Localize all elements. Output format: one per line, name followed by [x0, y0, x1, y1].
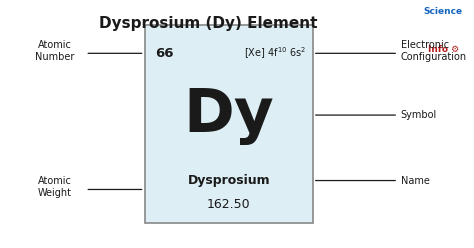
Text: 162.50: 162.50 [207, 198, 251, 211]
Text: 66: 66 [155, 47, 173, 60]
Bar [145, 25, 313, 223]
Text: Symbol: Symbol [401, 110, 437, 120]
Text: Dy: Dy [183, 86, 274, 145]
Text: Dysprosium (Dy) Element: Dysprosium (Dy) Element [100, 16, 318, 31]
Text: Info ⚙: Info ⚙ [428, 45, 459, 54]
Text: Dysprosium: Dysprosium [187, 174, 270, 187]
Text: Atomic
Weight: Atomic Weight [37, 176, 72, 198]
Text: Science: Science [424, 7, 463, 16]
Text: Name: Name [401, 176, 429, 186]
Text: Atomic
Number: Atomic Number [35, 40, 74, 62]
Text: Electronic
Configuration: Electronic Configuration [401, 40, 467, 62]
Text: [Xe] 4f$^{10}$ 6s$^{2}$: [Xe] 4f$^{10}$ 6s$^{2}$ [244, 46, 306, 61]
